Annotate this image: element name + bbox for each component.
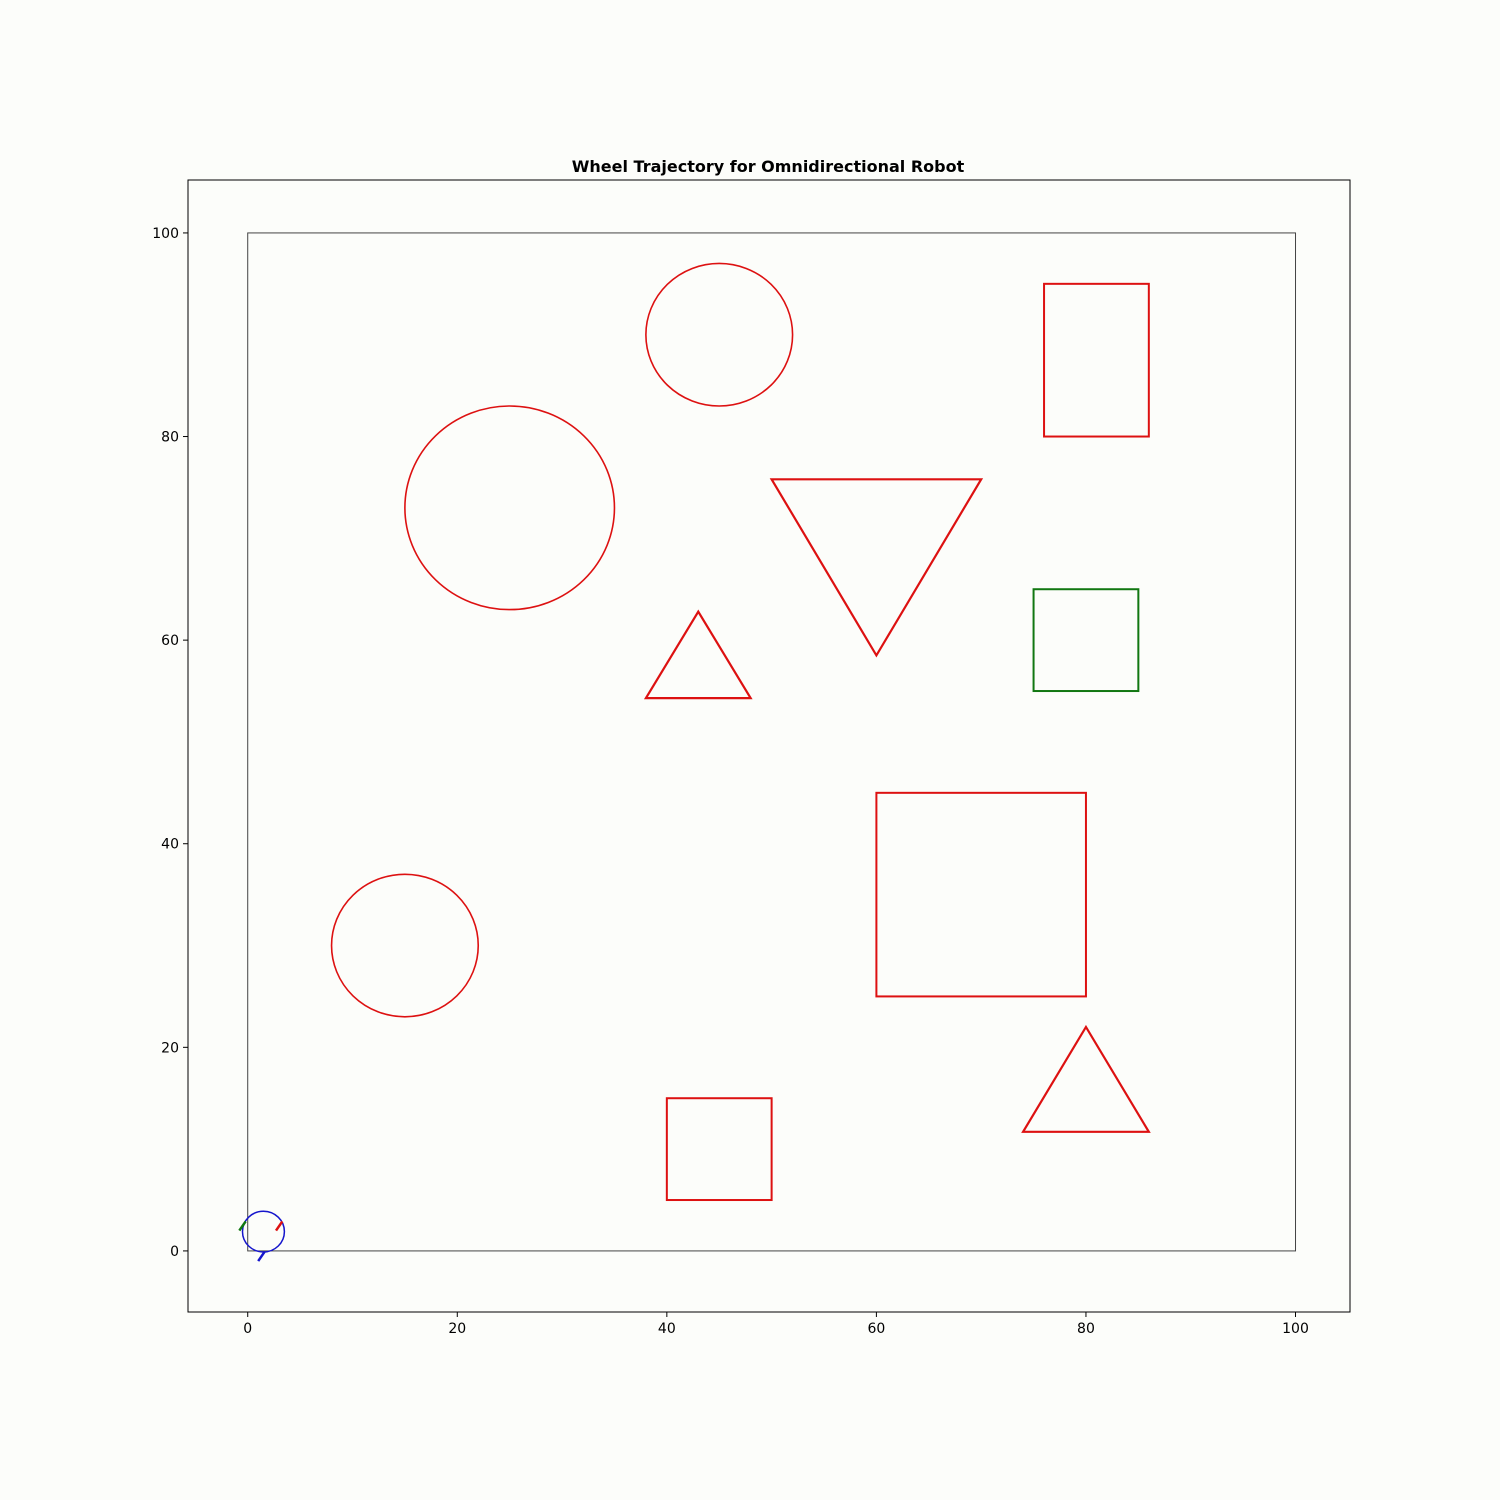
wheel-blue [257,1251,266,1262]
axis-ticks: 0 20 40 60 80 100 0 20 40 60 80 100 [152,226,1309,1337]
triangle-obstacle-inverted [769,478,984,658]
axes-frame [187,179,1351,1313]
triangle-obstacle-small [643,609,753,700]
circle-obstacle-bottom-left [330,873,480,1018]
wheel-green [238,1220,247,1232]
y-tick-label: 100 [152,226,179,242]
x-tick-label: 0 [243,1321,252,1337]
x-tick-label: 60 [867,1321,885,1337]
x-tick-label: 20 [448,1321,466,1337]
x-tick-label: 80 [1077,1321,1095,1337]
rect-goal [1032,588,1140,693]
rect-obstacle-top-right [1043,282,1150,438]
circle-obstacle-large [404,405,616,611]
y-tick-label: 20 [161,1040,179,1056]
workspace-boundary [247,232,1297,1252]
triangle-obstacle-bottom-right [1021,1024,1151,1133]
wheel-red [274,1220,284,1232]
rect-obstacle-bottom [665,1097,773,1202]
circle-obstacle-top [645,262,794,407]
x-tick-label: 40 [658,1321,676,1337]
y-tick-label: 0 [170,1244,179,1260]
robot-body [241,1210,286,1253]
y-tick-label: 80 [161,430,179,446]
x-tick-label: 100 [1282,1321,1309,1337]
y-tick-label: 60 [161,633,179,649]
y-tick-label: 40 [161,837,179,853]
rect-obstacle-large [875,791,1087,998]
plot-area [238,232,1297,1262]
chart-title: Wheel Trajectory for Omnidirectional Rob… [572,157,965,176]
